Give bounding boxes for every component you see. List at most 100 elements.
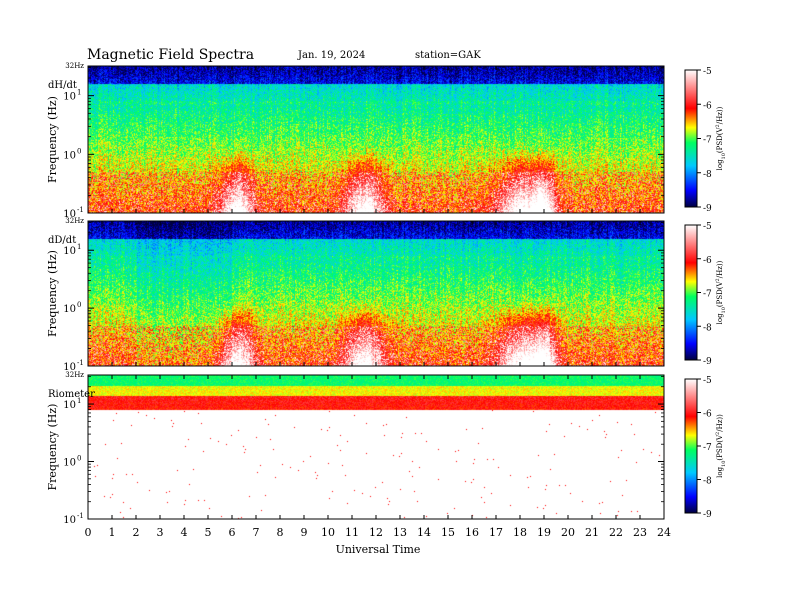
panel-name: dH/dt: [48, 80, 77, 91]
y-tick-exponent: -1: [77, 359, 84, 367]
colorbar-label-part: (PSD(V: [716, 126, 724, 153]
x-tick-label: 14: [417, 526, 431, 539]
colorbar-tick-label: -6: [703, 101, 712, 111]
y-top-label: 32Hz: [65, 371, 84, 379]
y-tick-label: 10: [63, 362, 76, 373]
colorbar-label-part: 2: [715, 124, 721, 127]
colorbar-label-part: 10: [721, 461, 727, 467]
x-tick-label: 3: [157, 526, 164, 539]
colorbar-tick-label: -7: [703, 136, 712, 146]
figure-title: Magnetic Field Spectra: [87, 47, 254, 63]
colorbar-tick-label: -6: [703, 256, 712, 266]
x-axis-label: Universal Time: [336, 543, 421, 556]
x-tick-label: 23: [633, 526, 647, 539]
y-tick-exponent: -1: [77, 206, 84, 214]
y-axis-label: Frequency (Hz): [46, 96, 59, 183]
colorbar-tick-label: -8: [703, 170, 712, 180]
spectrogram-image: [88, 375, 664, 519]
y-tick-label: 10: [63, 209, 76, 220]
y-tick-label: 10: [63, 400, 76, 411]
colorbar-tick-label: -7: [703, 443, 712, 453]
colorbar-label-part: (PSD(V: [716, 280, 724, 307]
colorbar-tick-label: -5: [703, 67, 712, 77]
colorbar-label-part: (PSD(V: [716, 434, 724, 461]
station-label: station=GAK: [415, 50, 481, 61]
y-axis-label: Frequency (Hz): [46, 250, 59, 337]
colorbar-tick-label: -5: [703, 222, 712, 232]
colorbar-label-part: 10: [721, 307, 727, 313]
x-tick-label: 16: [465, 526, 479, 539]
colorbar-label-part: log: [716, 313, 724, 324]
x-tick-label: 19: [537, 526, 551, 539]
colorbar-label-part: 2: [715, 432, 721, 435]
y-tick-label: 10: [63, 515, 76, 526]
x-axis: 0 1 2 3 4 5 6 7 8 9 10 11 12 13 14 15 16 17 18 19 20 21 22 23 24: [85, 526, 672, 539]
y-axis-label: Frequency (Hz): [46, 404, 59, 491]
x-tick-label: 4: [181, 526, 188, 539]
x-tick-label: 5: [205, 526, 212, 539]
x-tick-label: 20: [561, 526, 575, 539]
x-tick-label: 1: [109, 526, 116, 539]
colorbar-label-part: 10: [721, 153, 727, 159]
x-tick-label: 9: [301, 526, 308, 539]
y-tick-exponent: 1: [77, 243, 81, 251]
colorbar-label: log10(PSD(V2/Hz)): [715, 260, 727, 324]
colorbar-tick-label: -8: [703, 323, 712, 333]
colorbar-tick-label: -7: [703, 290, 712, 300]
y-tick-exponent: 1: [77, 397, 81, 405]
y-tick-label: 10: [63, 92, 76, 103]
panel-name: dD/dt: [48, 235, 76, 246]
colorbar-tick-label: -6: [703, 410, 712, 420]
x-tick-label: 2: [133, 526, 140, 539]
x-tick-label: 6: [229, 526, 236, 539]
x-tick-label: 22: [609, 526, 623, 539]
panel-name: Riometer: [48, 389, 95, 400]
y-tick-label: 10: [63, 150, 76, 161]
x-tick-label: 15: [441, 526, 455, 539]
colorbar-tick-label: -9: [703, 357, 712, 367]
y-tick-label: 10: [63, 304, 76, 315]
date-label: Jan. 19, 2024: [297, 50, 365, 61]
x-tick-label: 12: [369, 526, 383, 539]
x-tick-label: 24: [657, 526, 671, 539]
colorbar: [684, 69, 698, 208]
spectrogram-image: [88, 221, 664, 366]
colorbar-label: log10(PSD(V2/Hz)): [715, 106, 727, 170]
colorbar-tick-label: -9: [703, 204, 712, 214]
x-tick-label: 18: [513, 526, 527, 539]
x-tick-label: 10: [321, 526, 335, 539]
colorbar: [684, 378, 698, 514]
x-tick-label: 11: [345, 526, 359, 539]
y-tick-label: 10: [63, 246, 76, 257]
y-tick-exponent: 1: [77, 89, 81, 97]
colorbar-label: log10(PSD(V2/Hz)): [715, 414, 727, 478]
x-tick-label: 13: [393, 526, 407, 539]
colorbar-tick-label: -5: [703, 376, 712, 386]
x-tick-label: 8: [277, 526, 284, 539]
colorbar-label-part: log: [716, 159, 724, 170]
colorbar-tick-label: -9: [703, 510, 712, 520]
x-tick-label: 0: [85, 526, 92, 539]
colorbar-label-part: /Hz)): [716, 106, 724, 124]
colorbar-label-part: /Hz)): [716, 414, 724, 432]
y-tick-exponent: -1: [77, 512, 84, 520]
x-tick-label: 21: [585, 526, 599, 539]
x-tick-label: 17: [489, 526, 503, 539]
colorbar-label-part: /Hz)): [716, 260, 724, 278]
spectrogram-image: [88, 66, 664, 213]
y-top-label: 32Hz: [65, 217, 84, 225]
y-tick-exponent: 0: [77, 455, 81, 463]
x-tick-label: 7: [253, 526, 260, 539]
colorbar-label-part: log: [716, 466, 724, 477]
y-tick-label: 10: [63, 458, 76, 469]
y-tick-exponent: 0: [77, 301, 81, 309]
y-top-label: 32Hz: [65, 62, 84, 70]
colorbar-tick-label: -8: [703, 477, 712, 487]
colorbar: [684, 224, 698, 361]
